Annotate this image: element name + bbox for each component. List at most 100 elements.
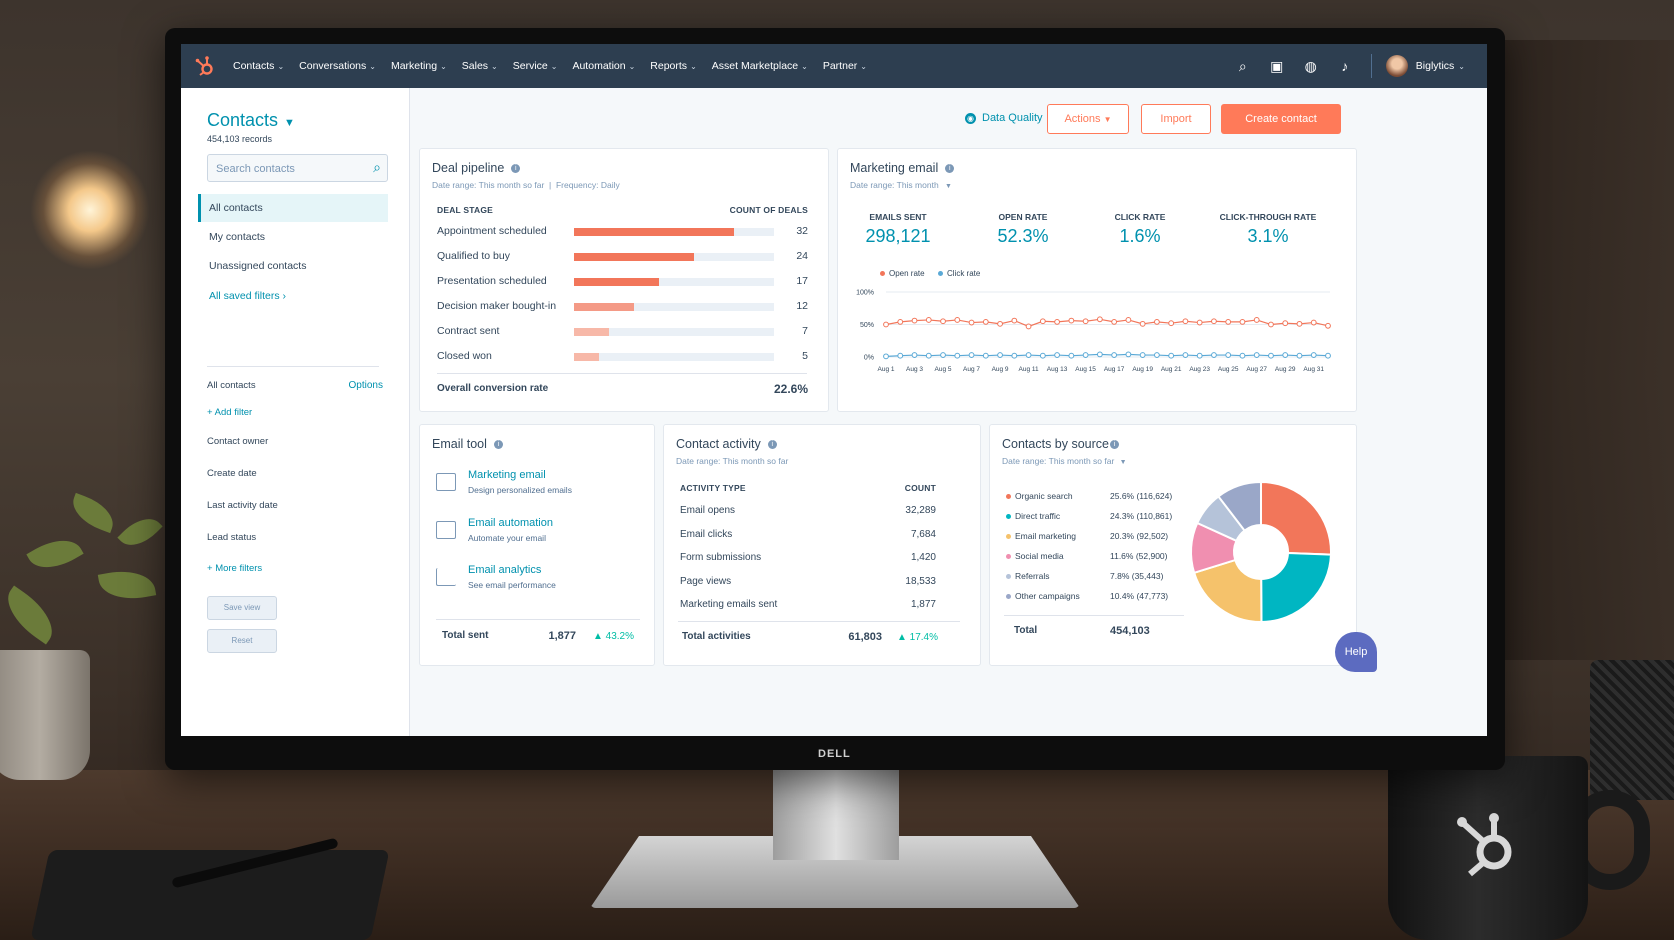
click-rate-point[interactable] bbox=[1096, 351, 1103, 358]
donut-slice[interactable] bbox=[1260, 480, 1332, 556]
open-rate-point[interactable] bbox=[1182, 318, 1189, 325]
open-rate-point[interactable] bbox=[940, 318, 946, 325]
open-rate-point[interactable] bbox=[925, 317, 932, 323]
open-rate-point[interactable] bbox=[997, 320, 1003, 327]
click-rate-point[interactable] bbox=[1125, 351, 1132, 358]
click-rate-point[interactable] bbox=[982, 352, 989, 359]
reset-button[interactable]: Reset bbox=[207, 629, 277, 653]
open-rate-point[interactable] bbox=[1025, 323, 1032, 330]
nav-partner[interactable]: Partner ⌄ bbox=[822, 60, 867, 72]
info-icon[interactable]: i bbox=[767, 440, 777, 450]
date-range-dropdown[interactable]: Date range: This month ▼ bbox=[850, 180, 952, 190]
email-automation-link[interactable]: Email automation bbox=[468, 517, 553, 529]
nav-asset-marketplace[interactable]: Asset Marketplace ⌄ bbox=[711, 60, 808, 72]
open-rate-point[interactable] bbox=[1268, 321, 1274, 328]
click-rate-point[interactable] bbox=[1054, 352, 1060, 358]
click-rate-point[interactable] bbox=[1025, 352, 1032, 358]
click-rate-point[interactable] bbox=[1196, 352, 1203, 359]
open-rate-point[interactable] bbox=[982, 319, 989, 325]
email-analytics-link[interactable]: Email analytics bbox=[468, 564, 542, 576]
pipeline-bar[interactable] bbox=[574, 253, 694, 261]
nav-automation[interactable]: Automation ⌄ bbox=[572, 60, 636, 72]
date-range-dropdown[interactable]: Date range: This month so far ▼ bbox=[1002, 456, 1127, 466]
info-icon[interactable]: i bbox=[945, 164, 955, 174]
open-rate-point[interactable] bbox=[1325, 322, 1331, 329]
filter-last-activity-date[interactable]: Last activity date bbox=[207, 500, 278, 511]
open-rate-point[interactable] bbox=[968, 319, 975, 326]
marketplace-icon[interactable]: ▣ bbox=[1270, 57, 1284, 74]
open-rate-point[interactable] bbox=[1239, 319, 1246, 325]
bell-icon[interactable]: ♪ bbox=[1341, 58, 1349, 74]
open-rate-point[interactable] bbox=[1139, 320, 1146, 327]
nav-conversations[interactable]: Conversations ⌄ bbox=[299, 60, 376, 72]
open-rate-point[interactable] bbox=[1039, 318, 1046, 325]
nav-reports[interactable]: Reports ⌄ bbox=[650, 60, 697, 72]
more-filters-link[interactable]: + More filters bbox=[207, 563, 263, 574]
click-rate-point[interactable] bbox=[997, 352, 1003, 358]
open-rate-point[interactable] bbox=[1082, 318, 1089, 325]
avatar[interactable] bbox=[1385, 55, 1408, 77]
click-rate-point[interactable] bbox=[1039, 352, 1046, 359]
click-rate-point[interactable] bbox=[1211, 352, 1217, 358]
click-rate-point[interactable] bbox=[911, 352, 918, 358]
click-rate-point[interactable] bbox=[897, 352, 904, 359]
click-rate-point[interactable] bbox=[1310, 352, 1317, 358]
search-icon[interactable]: ⌕ bbox=[1238, 57, 1247, 74]
account-menu[interactable]: Biglytics ⌄ bbox=[1415, 60, 1465, 72]
marketing-email-link[interactable]: Marketing email bbox=[468, 469, 546, 481]
help-circle-icon[interactable]: ◍ bbox=[1304, 57, 1317, 74]
pipeline-bar[interactable] bbox=[574, 228, 734, 236]
contacts-title[interactable]: Contacts ▼ bbox=[207, 110, 295, 130]
pipeline-bar[interactable] bbox=[574, 353, 599, 361]
filter-create-date[interactable]: Create date bbox=[207, 468, 257, 479]
click-rate-point[interactable] bbox=[1239, 352, 1246, 359]
help-button[interactable]: Help bbox=[1335, 632, 1377, 672]
actions-button[interactable]: Actions ▼ bbox=[1047, 104, 1129, 134]
donut-slice[interactable] bbox=[1217, 480, 1262, 532]
hubspot-logo-icon[interactable] bbox=[191, 52, 219, 80]
click-rate-point[interactable] bbox=[1068, 352, 1075, 359]
create-contact-button[interactable]: Create contact bbox=[1221, 104, 1341, 134]
open-rate-point[interactable] bbox=[1196, 319, 1203, 326]
view-unassigned-contacts[interactable]: Unassigned contacts bbox=[209, 260, 307, 272]
open-rate-point[interactable] bbox=[1111, 319, 1118, 325]
click-rate-point[interactable] bbox=[954, 352, 961, 359]
click-rate-point[interactable] bbox=[1111, 352, 1118, 358]
click-rate-point[interactable] bbox=[968, 352, 975, 358]
open-rate-point[interactable] bbox=[1011, 317, 1018, 324]
nav-sales[interactable]: Sales ⌄ bbox=[461, 60, 498, 72]
click-rate-point[interactable] bbox=[1268, 352, 1274, 359]
click-rate-point[interactable] bbox=[940, 352, 946, 358]
open-rate-point[interactable] bbox=[911, 317, 918, 324]
open-rate-point[interactable] bbox=[1282, 320, 1289, 327]
info-icon[interactable]: i bbox=[493, 440, 503, 450]
view-my-contacts[interactable]: My contacts bbox=[209, 231, 266, 243]
donut-slice[interactable] bbox=[1192, 558, 1263, 623]
open-rate-point[interactable] bbox=[1125, 317, 1132, 323]
pipeline-bar[interactable] bbox=[574, 328, 609, 336]
filter-lead-status[interactable]: Lead status bbox=[207, 532, 257, 543]
click-rate-point[interactable] bbox=[883, 353, 889, 360]
open-rate-point[interactable] bbox=[1096, 316, 1103, 323]
save-view-button[interactable]: Save view bbox=[207, 596, 277, 620]
open-rate-point[interactable] bbox=[1168, 320, 1175, 327]
pipeline-bar[interactable] bbox=[574, 278, 659, 286]
click-rate-point[interactable] bbox=[1182, 352, 1189, 358]
click-rate-point[interactable] bbox=[1282, 352, 1289, 358]
open-rate-point[interactable] bbox=[1154, 319, 1160, 325]
click-rate-point[interactable] bbox=[1082, 352, 1089, 358]
open-rate-point[interactable] bbox=[1296, 320, 1303, 327]
nav-service[interactable]: Service ⌄ bbox=[512, 60, 558, 72]
open-rate-point[interactable] bbox=[1253, 317, 1260, 323]
nav-marketing[interactable]: Marketing ⌄ bbox=[390, 60, 447, 72]
pipeline-bar[interactable] bbox=[574, 303, 634, 311]
donut-slice[interactable] bbox=[1260, 551, 1332, 624]
open-rate-point[interactable] bbox=[954, 317, 961, 323]
open-rate-point[interactable] bbox=[897, 319, 904, 325]
click-rate-point[interactable] bbox=[1168, 352, 1175, 359]
all-saved-filters-link[interactable]: All saved filters › bbox=[209, 290, 287, 302]
click-rate-point[interactable] bbox=[925, 352, 932, 359]
open-rate-point[interactable] bbox=[1310, 319, 1317, 326]
info-icon[interactable]: i bbox=[1110, 440, 1119, 450]
filter-contact-owner[interactable]: Contact owner bbox=[207, 436, 269, 447]
